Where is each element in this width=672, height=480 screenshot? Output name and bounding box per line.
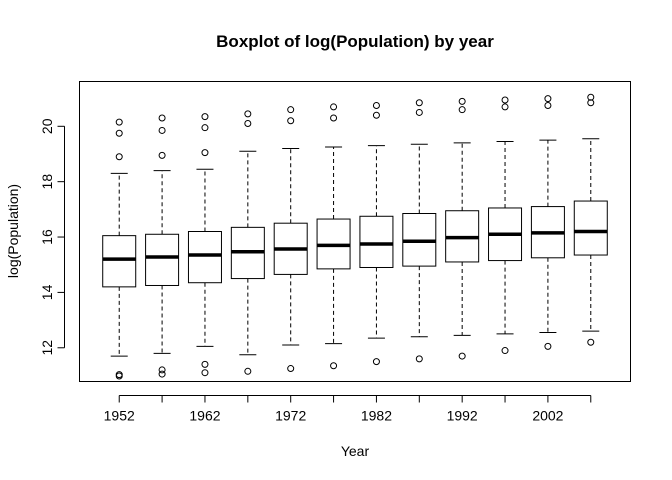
- x-tick-label: 1952: [104, 408, 135, 424]
- outlier-point: [415, 99, 423, 107]
- outlier-point: [115, 371, 123, 379]
- outlier-point: [287, 106, 295, 114]
- box-1977: [316, 103, 351, 370]
- y-axis-label: log(Population): [5, 184, 21, 278]
- outlier-point: [201, 149, 209, 157]
- outlier-point: [115, 153, 123, 161]
- outlier-point: [287, 365, 295, 373]
- outlier-point: [415, 355, 423, 363]
- box-1982: [359, 102, 394, 366]
- outlier-point: [330, 103, 338, 111]
- outlier-point: [458, 97, 466, 105]
- outlier-point: [544, 342, 552, 350]
- y-tick-label: 14: [39, 284, 55, 300]
- y-tick-label: 16: [39, 229, 55, 245]
- box-1987: [402, 99, 437, 363]
- outlier-point: [115, 118, 123, 126]
- outlier-point: [330, 114, 338, 122]
- outlier-point: [330, 362, 338, 370]
- outlier-point: [544, 102, 552, 110]
- box-1972: [273, 106, 308, 373]
- outlier-point: [201, 113, 209, 121]
- outlier-point: [158, 366, 166, 374]
- iqr-box: [187, 231, 222, 284]
- outlier-point: [501, 347, 509, 355]
- x-tick-label: 1972: [275, 408, 306, 424]
- box-1997: [488, 96, 523, 355]
- outlier-point: [201, 369, 209, 377]
- outlier-point: [372, 111, 380, 119]
- outlier-point: [201, 360, 209, 368]
- box-1962: [187, 113, 222, 377]
- x-tick-label: 1962: [189, 408, 220, 424]
- outlier-point: [201, 124, 209, 132]
- box-1957: [145, 114, 180, 378]
- y-tick-label: 18: [39, 174, 55, 190]
- outlier-point: [544, 95, 552, 103]
- iqr-box: [359, 215, 394, 268]
- box-2002: [530, 95, 565, 350]
- box-1952: [102, 118, 137, 380]
- plot-frame: [79, 81, 631, 382]
- outlier-point: [115, 129, 123, 137]
- outlier-point: [158, 370, 166, 378]
- box-1967: [230, 110, 265, 375]
- y-tick-label: 12: [39, 340, 55, 356]
- outlier-point: [244, 367, 252, 375]
- iqr-box: [102, 235, 137, 288]
- x-tick-label: 1982: [361, 408, 392, 424]
- box-1992: [445, 97, 480, 360]
- y-tick-label: 20: [39, 118, 55, 134]
- x-tick-label: 1992: [447, 408, 478, 424]
- outlier-point: [458, 352, 466, 360]
- boxes-layer: [102, 93, 608, 380]
- outlier-point: [244, 110, 252, 118]
- outlier-point: [372, 102, 380, 110]
- outlier-point: [587, 338, 595, 346]
- iqr-box: [145, 233, 180, 286]
- outlier-point: [158, 114, 166, 122]
- outlier-point: [372, 358, 380, 366]
- outlier-point: [244, 120, 252, 128]
- iqr-box: [573, 200, 608, 256]
- chart-title: Boxplot of log(Population) by year: [216, 32, 494, 51]
- outlier-point: [458, 106, 466, 114]
- outlier-point: [158, 151, 166, 159]
- outlier-point: [501, 96, 509, 104]
- outlier-point: [501, 103, 509, 111]
- box-2007: [573, 93, 608, 346]
- outlier-point: [158, 126, 166, 134]
- x-axis-label: Year: [341, 443, 370, 459]
- outlier-point: [415, 108, 423, 116]
- outlier-point: [287, 117, 295, 125]
- x-axis: 1952 1962 1972 1982 1992 2002: [104, 395, 592, 424]
- y-axis: 12 14 16 18 20: [39, 118, 65, 356]
- x-tick-label: 2002: [532, 408, 563, 424]
- outlier-point: [587, 93, 595, 101]
